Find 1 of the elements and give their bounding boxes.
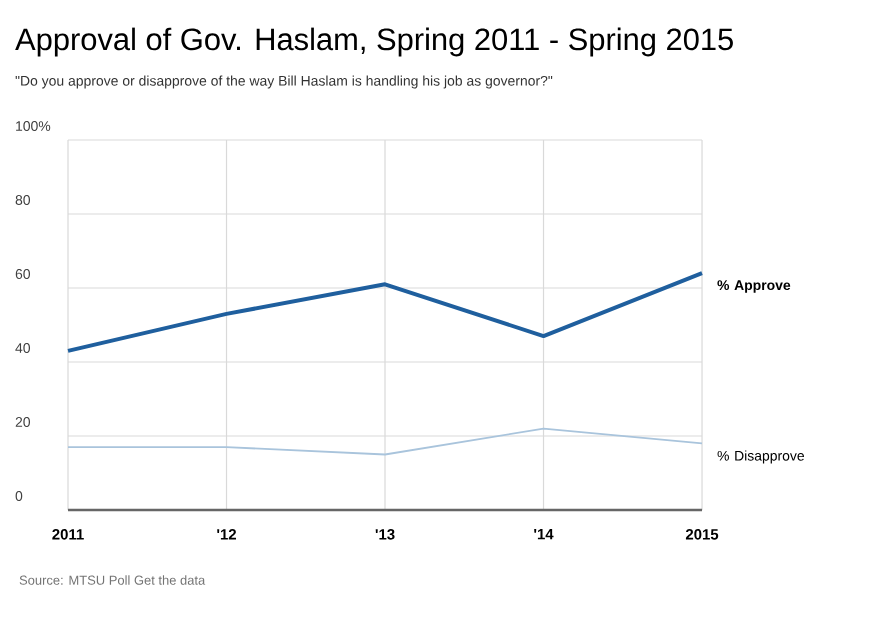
chart-title: Approval of Gov. Haslam, Spring 2011 - Spring 2015 [15, 27, 733, 57]
